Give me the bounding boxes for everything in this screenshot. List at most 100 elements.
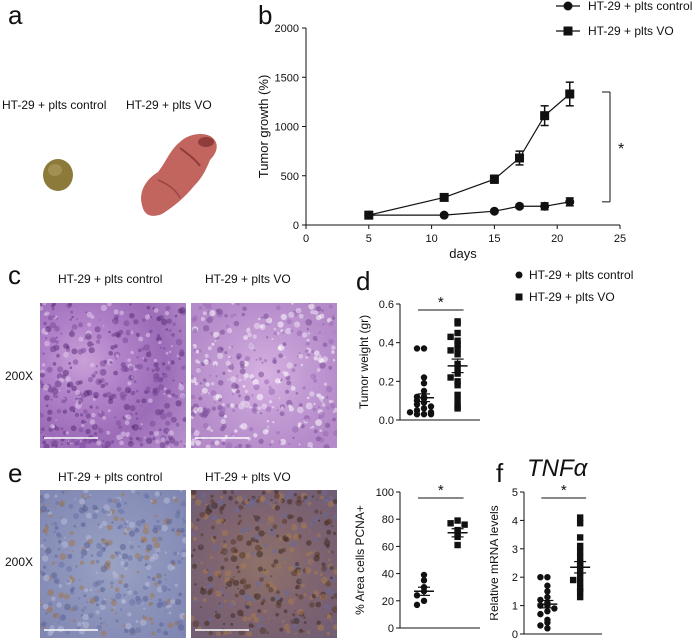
data-point xyxy=(406,409,414,416)
y-tick-label: 500 xyxy=(281,171,299,183)
y-tick-label: 1 xyxy=(512,601,518,613)
x-tick-label: 25 xyxy=(614,233,626,245)
y-axis-label: Relative mRNA levels xyxy=(490,505,501,620)
significance-star: * xyxy=(561,482,567,499)
data-point xyxy=(454,337,461,344)
data-point xyxy=(420,577,428,584)
data-point xyxy=(544,625,551,632)
data-point xyxy=(454,541,461,549)
data-point xyxy=(544,588,551,595)
data-point xyxy=(420,380,428,387)
data-point xyxy=(454,517,461,524)
tnf-mrna-chart: 0 1 2 3 4 5 Relative mRNA levels * xyxy=(490,482,602,639)
panel-letter-f: f xyxy=(496,458,504,488)
data-point xyxy=(454,370,461,377)
y-tick-label: 1500 xyxy=(275,72,299,84)
he-stain-control-image xyxy=(40,303,186,448)
panel-letter-c: c xyxy=(8,260,21,290)
legend-marker xyxy=(563,26,573,36)
data-point xyxy=(565,89,575,99)
y-tick-label: 0.4 xyxy=(379,338,394,350)
legend-control-label: HT-29 + plts control xyxy=(529,268,634,282)
data-point xyxy=(427,411,435,418)
significance-star: * xyxy=(438,294,444,311)
data-point xyxy=(447,374,454,381)
data-point xyxy=(544,593,551,601)
y-tick-label: 100 xyxy=(376,487,394,499)
data-point xyxy=(489,206,499,216)
legend-square-icon xyxy=(515,293,523,301)
data-point xyxy=(537,596,544,604)
data-point xyxy=(551,605,558,612)
data-point xyxy=(576,520,584,527)
data-point xyxy=(413,592,421,599)
tumor-growth-chart: 0 500 1000 1500 2000 0 5 10 15 20 25 days Tumor grow… xyxy=(256,0,692,261)
data-point xyxy=(420,571,428,579)
y-axis-label: % Area cells PCNA+ xyxy=(353,505,367,615)
data-point xyxy=(454,391,461,399)
label-vo-a: HT-29 + plts VO xyxy=(126,98,212,112)
data-point xyxy=(576,548,584,555)
data-point xyxy=(420,411,428,418)
data-point xyxy=(544,574,551,581)
data-point xyxy=(537,610,544,618)
significance-star: * xyxy=(618,141,624,158)
data-point xyxy=(454,341,461,348)
data-point xyxy=(537,574,544,581)
y-tick-label: 0 xyxy=(388,623,394,635)
y-tick-label: 3 xyxy=(512,544,518,556)
label-control-a: HT-29 + plts control xyxy=(2,98,107,112)
label-control-c: HT-29 + plts control xyxy=(58,272,163,286)
data-point xyxy=(439,192,449,202)
magnification-c: 200X xyxy=(5,369,34,383)
y-tick-label: 0.6 xyxy=(379,299,394,311)
data-point xyxy=(420,405,428,412)
data-point xyxy=(576,588,584,595)
panel-letter-e: e xyxy=(8,458,23,488)
data-point xyxy=(537,622,544,629)
series-line xyxy=(368,93,571,216)
data-point xyxy=(540,201,550,211)
data-point xyxy=(413,411,421,418)
data-point xyxy=(454,329,461,337)
y-tick-label: 0 xyxy=(293,220,299,232)
data-point xyxy=(420,374,428,381)
y-tick-label: 80 xyxy=(382,514,394,526)
data-point xyxy=(454,397,461,404)
data-point xyxy=(454,345,461,352)
data-point xyxy=(544,608,551,615)
data-point xyxy=(420,345,428,352)
magnification-e: 200X xyxy=(5,555,34,569)
data-point xyxy=(576,554,584,561)
data-point xyxy=(544,582,551,589)
panel-letter-d: d xyxy=(356,266,371,296)
data-point xyxy=(544,619,551,626)
legend-label: HT-29 + plts VO xyxy=(588,24,674,38)
data-point xyxy=(427,403,435,410)
data-point xyxy=(447,347,454,354)
data-point xyxy=(576,534,584,541)
data-point xyxy=(420,597,428,604)
data-point xyxy=(454,405,461,412)
pcna-stain-vo-image xyxy=(191,490,337,638)
pcna-area-chart: 0 20 40 60 80 100 % Area cells PCNA+ * xyxy=(353,482,480,635)
data-point xyxy=(576,514,584,521)
significance-star: * xyxy=(438,482,444,499)
data-point xyxy=(489,174,499,184)
x-tick-label: 10 xyxy=(425,233,437,245)
y-tick-label: 4 xyxy=(512,515,518,527)
x-tick-label: 5 xyxy=(366,233,372,245)
y-tick-label: 0.2 xyxy=(379,376,394,388)
y-tick-label: 1000 xyxy=(275,122,299,134)
data-point xyxy=(461,521,468,528)
data-point xyxy=(413,345,421,352)
data-point xyxy=(576,542,584,550)
legend-control-d: HT-29 + plts control xyxy=(515,268,633,282)
legend-marker xyxy=(563,1,573,11)
y-tick-label: 5 xyxy=(512,487,518,499)
data-point xyxy=(364,210,374,220)
panel-letter-a: a xyxy=(8,0,23,30)
data-point xyxy=(447,333,454,341)
data-point xyxy=(576,574,584,581)
data-point xyxy=(413,401,421,408)
